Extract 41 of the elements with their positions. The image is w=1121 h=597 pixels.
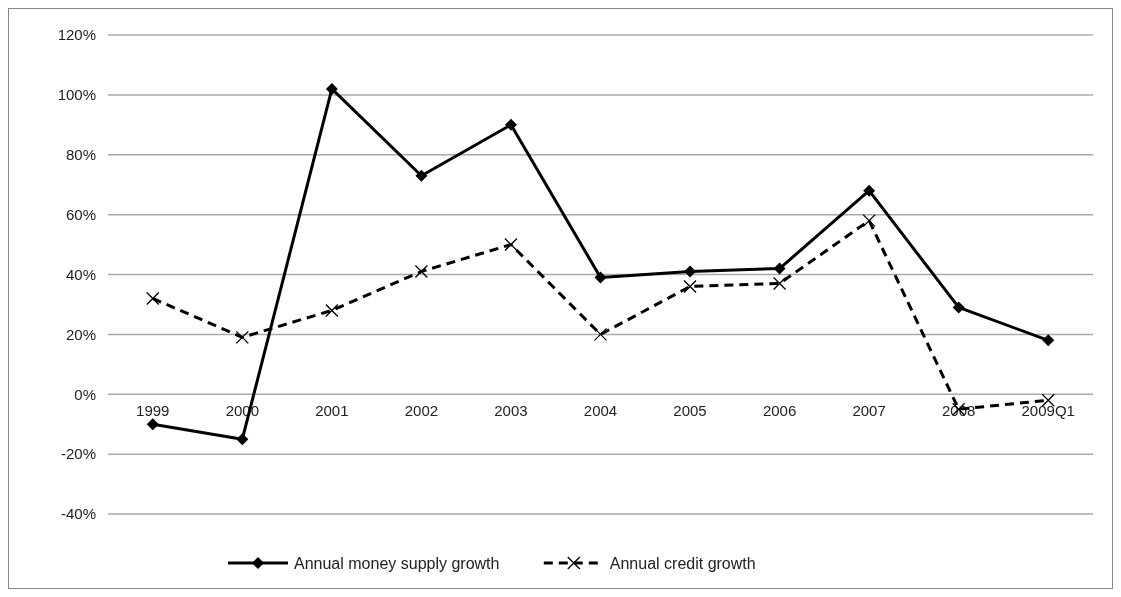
point [325, 82, 338, 95]
point [414, 264, 429, 279]
point [863, 184, 876, 197]
y-tick-label: 100% [57, 86, 96, 104]
point [772, 276, 787, 291]
y-tick-label: 60% [65, 205, 96, 223]
point [862, 213, 876, 228]
point [235, 330, 249, 345]
x-tick-label: 2002 [404, 402, 439, 420]
point [773, 262, 786, 275]
point [146, 291, 160, 306]
point [236, 433, 249, 446]
y-tick-label: 20% [65, 325, 96, 343]
point [1041, 393, 1055, 407]
point [146, 418, 159, 431]
point [504, 118, 517, 131]
legend-label: Annual credit growth [609, 554, 756, 572]
point [1042, 334, 1055, 347]
legend-label: Annual money supply growth [294, 554, 500, 572]
x-tick-label: 2007 [852, 402, 886, 420]
point [593, 327, 608, 342]
point [504, 237, 518, 252]
point [594, 271, 607, 284]
x-tick-label: 2006 [762, 402, 797, 420]
x-tick-label: 2005 [673, 402, 707, 420]
y-tick-label: -40% [60, 505, 96, 523]
point [684, 265, 697, 278]
x-tick-label: 2001 [315, 402, 349, 420]
x-tick-label: 1999 [136, 402, 170, 420]
y-tick-label: 0% [74, 385, 96, 403]
point [952, 301, 965, 314]
x-tick-label: 2004 [583, 402, 618, 420]
x-tick-label: 2009Q1 [1021, 402, 1075, 420]
y-tick-label: 120% [57, 26, 96, 44]
point [683, 279, 697, 294]
y-tick-label: 80% [65, 146, 96, 163]
point [415, 169, 428, 182]
x-tick-label: 2003 [494, 402, 528, 420]
y-tick-label: -20% [60, 445, 96, 463]
point [325, 303, 339, 318]
y-tick-label: 40% [65, 265, 96, 283]
